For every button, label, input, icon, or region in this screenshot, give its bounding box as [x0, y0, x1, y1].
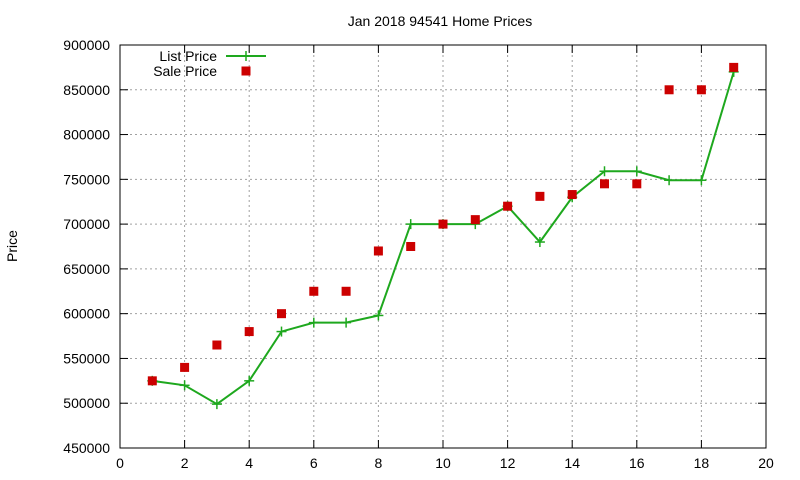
- list-price-point: [211, 399, 222, 410]
- x-tick-label: 12: [500, 455, 516, 471]
- sale-price-point: [244, 327, 254, 337]
- sale-price-point: [470, 215, 480, 225]
- y-tick-label: 750000: [63, 171, 110, 187]
- legend-label: Sale Price: [153, 63, 217, 79]
- y-tick-label: 500000: [63, 395, 110, 411]
- y-tick-label: 700000: [63, 216, 110, 232]
- list-price-point: [405, 219, 416, 230]
- x-tick-label: 20: [758, 455, 774, 471]
- sale-price-point: [373, 246, 383, 256]
- sale-price-point: [503, 201, 513, 211]
- axis-ticks: 450000 500000 550000 600000 650000 700000 7500…: [63, 37, 774, 471]
- list-price-point: [599, 166, 610, 177]
- chart-title: Jan 2018 94541 Home Prices: [348, 13, 532, 29]
- sale-price-point: [180, 362, 190, 372]
- sale-price-point: [632, 179, 642, 189]
- list-price-point: [664, 175, 675, 186]
- sale-price-point: [341, 286, 351, 296]
- list-price-point: [534, 237, 545, 248]
- x-tick-label: 2: [181, 455, 189, 471]
- y-tick-label: 650000: [63, 261, 110, 277]
- list-price-point: [179, 380, 190, 391]
- y-tick-label: 600000: [63, 306, 110, 322]
- sale-price-point: [535, 191, 545, 201]
- list-price-point: [308, 317, 319, 328]
- list-price-point: [696, 175, 707, 186]
- y-tick-label: 800000: [63, 127, 110, 143]
- sale-price-point: [567, 190, 577, 200]
- sale-price-point: [309, 286, 319, 296]
- y-axis-label: Price: [4, 230, 20, 262]
- x-tick-label: 0: [116, 455, 124, 471]
- sale-price-point: [406, 242, 416, 251]
- y-tick-label: 550000: [63, 350, 110, 366]
- list-price-point: [631, 166, 642, 177]
- x-tick-label: 8: [375, 455, 383, 471]
- y-tick-label: 450000: [63, 440, 110, 456]
- x-tick-label: 18: [694, 455, 710, 471]
- y-tick-label: 900000: [63, 37, 110, 53]
- plot-series: [147, 62, 739, 410]
- list-price-point: [373, 310, 384, 321]
- y-tick-label: 850000: [63, 82, 110, 98]
- x-tick-label: 4: [245, 455, 253, 471]
- sale-price-point: [438, 219, 448, 229]
- sale-price-point: [600, 179, 609, 189]
- sale-price-point: [212, 340, 222, 350]
- series-list-price: [147, 66, 739, 410]
- legend-swatch-cross: [241, 51, 251, 61]
- sale-price-point: [696, 85, 706, 95]
- list-price-point: [341, 317, 352, 328]
- x-tick-label: 16: [629, 455, 645, 471]
- list-price-point: [276, 326, 287, 337]
- legend-label: List Price: [159, 48, 217, 64]
- grid: [120, 45, 766, 448]
- sale-price-point: [147, 376, 157, 386]
- x-tick-label: 14: [564, 455, 580, 471]
- sale-price-point: [664, 85, 674, 95]
- x-tick-label: 10: [435, 455, 451, 471]
- legend-swatch-square: [241, 66, 251, 76]
- series-sale-price: [147, 62, 739, 386]
- x-tick-label: 6: [310, 455, 318, 471]
- list-price-point: [244, 375, 255, 386]
- sale-price-point: [277, 309, 286, 319]
- sale-price-point: [729, 62, 739, 72]
